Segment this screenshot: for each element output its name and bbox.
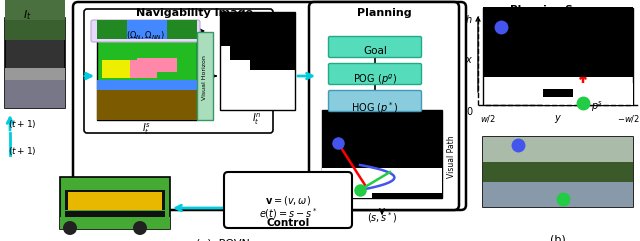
Bar (483, 162, 633, 182)
FancyBboxPatch shape (73, 2, 466, 210)
Bar (352, 171, 442, 193)
FancyBboxPatch shape (224, 172, 352, 228)
Bar (543, 89, 573, 97)
Text: $I_t^n$: $I_t^n$ (252, 112, 262, 127)
Bar (5, 0, 65, 25)
Circle shape (133, 221, 147, 235)
FancyBboxPatch shape (328, 63, 422, 85)
Bar (65, 211, 165, 226)
Bar (167, 20, 197, 39)
Bar (543, 83, 633, 105)
Text: Control: Control (266, 218, 310, 228)
Bar (322, 110, 442, 198)
Bar (197, 32, 213, 120)
Text: Goal: Goal (363, 46, 387, 56)
Text: $e(t) = s - s^*$: $e(t) = s - s^*$ (259, 206, 317, 221)
Bar (97, 32, 197, 120)
Bar (97, 20, 127, 39)
Text: $p^s$: $p^s$ (591, 100, 603, 114)
Bar (483, 8, 633, 105)
Text: $(\Omega_N, \Omega_{NN})$: $(\Omega_N, \Omega_{NN})$ (125, 30, 164, 42)
Bar (483, 182, 633, 207)
Text: $I_t$: $I_t$ (22, 8, 31, 22)
Bar (230, 46, 260, 60)
FancyBboxPatch shape (328, 36, 422, 58)
Text: $h$: $h$ (465, 13, 473, 25)
Bar (102, 60, 157, 78)
Bar (60, 217, 170, 229)
FancyBboxPatch shape (91, 20, 200, 42)
Text: $p^g$: $p^g$ (511, 25, 524, 39)
Text: Navigability Image: Navigability Image (136, 8, 253, 18)
Text: Visual Path: Visual Path (447, 136, 456, 178)
Text: Planning Space: Planning Space (509, 5, 600, 15)
Bar (60, 177, 170, 229)
Bar (220, 12, 295, 110)
Bar (5, 68, 65, 108)
Text: HOG ($p^*$): HOG ($p^*$) (351, 100, 399, 116)
Bar (483, 7, 633, 77)
Bar (102, 60, 130, 78)
Bar (220, 12, 295, 46)
Bar (5, 20, 65, 40)
Text: (a)  POVNav: (a) POVNav (196, 238, 264, 241)
Bar (5, 68, 65, 80)
Text: $\mathbf{v} = (v, \omega)$: $\mathbf{v} = (v, \omega)$ (265, 194, 311, 207)
Bar (322, 168, 442, 183)
Text: $w/2$: $w/2$ (480, 113, 496, 124)
Text: $x$: $x$ (465, 55, 473, 65)
Circle shape (63, 221, 77, 235)
Bar (322, 168, 372, 198)
Text: $(s, s^*)$: $(s, s^*)$ (367, 210, 397, 225)
Text: Planning: Planning (356, 8, 412, 18)
FancyBboxPatch shape (328, 91, 422, 112)
Text: POG ($p^g$): POG ($p^g$) (353, 73, 397, 87)
Bar (97, 80, 197, 90)
Bar (68, 192, 162, 210)
Text: $I_t^s$: $I_t^s$ (143, 122, 152, 137)
Bar (5, 18, 65, 108)
Bar (483, 137, 633, 162)
FancyBboxPatch shape (309, 2, 459, 210)
Text: $y$: $y$ (554, 113, 562, 125)
Text: $0$: $0$ (465, 105, 473, 117)
FancyBboxPatch shape (84, 9, 273, 133)
Text: Visual Horizon: Visual Horizon (202, 56, 207, 100)
Bar (250, 46, 295, 70)
Bar (137, 58, 177, 72)
Text: $(t+1)$: $(t+1)$ (8, 118, 36, 130)
Text: (b): (b) (550, 235, 566, 241)
Bar (483, 137, 633, 207)
Bar (65, 190, 165, 210)
Bar (97, 88, 197, 120)
Text: $(t+1)$: $(t+1)$ (8, 145, 36, 157)
Text: $-w/2$: $-w/2$ (616, 113, 639, 124)
Bar (97, 20, 197, 39)
